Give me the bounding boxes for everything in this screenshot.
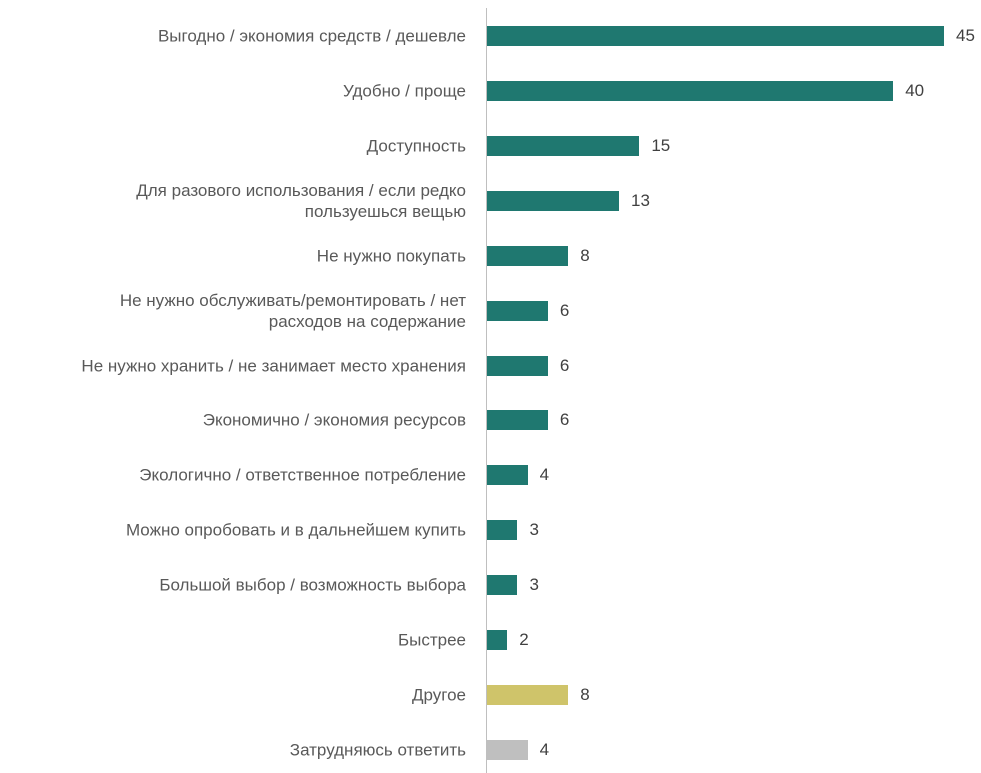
value-label: 2 (519, 630, 529, 650)
bar (487, 190, 620, 211)
category-label: Экономично / экономия ресурсов (202, 410, 466, 430)
value-label: 15 (651, 135, 671, 155)
bar (487, 245, 569, 266)
bar (487, 630, 508, 651)
value-label: 45 (956, 26, 975, 45)
category-label: Быстрее (397, 630, 466, 650)
value-label: 3 (529, 520, 539, 540)
value-label: 6 (559, 355, 570, 375)
bar (487, 135, 640, 156)
category-label: Экологично / ответственное потребление (139, 465, 466, 485)
category-label: Для разового использования / если редко … (136, 180, 466, 221)
bar (487, 520, 518, 541)
category-label: Не нужно обслуживать/ремонтировать / нет… (119, 290, 466, 331)
category-label: Можно опробовать и в дальнейшем купить (125, 520, 466, 540)
category-label: Удобно / проще (343, 81, 466, 101)
value-label: 3 (529, 575, 539, 595)
bar (487, 80, 894, 101)
bar (487, 575, 518, 596)
value-label: 8 (580, 245, 590, 265)
value-label: 6 (559, 410, 570, 430)
value-label: 8 (580, 685, 590, 705)
value-label: 40 (905, 80, 925, 100)
category-axis (486, 8, 487, 773)
value-label: 13 (631, 190, 650, 210)
value-label: 4 (539, 465, 550, 485)
category-label: Не нужно хранить / не занимает место хра… (81, 356, 466, 376)
value-label: 6 (559, 300, 570, 320)
bar (487, 465, 528, 486)
category-label: Большой выбор / возможность выбора (159, 575, 466, 595)
category-label: Не нужно покупать (316, 246, 466, 266)
value-label: 4 (539, 740, 550, 759)
bar (487, 410, 548, 431)
bar (487, 355, 548, 376)
category-label: Выгодно / экономия средств / дешевле (157, 26, 466, 46)
bar (487, 26, 944, 46)
bar (487, 740, 528, 760)
bar (487, 300, 548, 321)
category-label: Затрудняюсь ответить (289, 740, 466, 760)
category-label: Доступность (366, 136, 466, 156)
bar (487, 685, 569, 706)
category-label: Другое (411, 685, 466, 705)
